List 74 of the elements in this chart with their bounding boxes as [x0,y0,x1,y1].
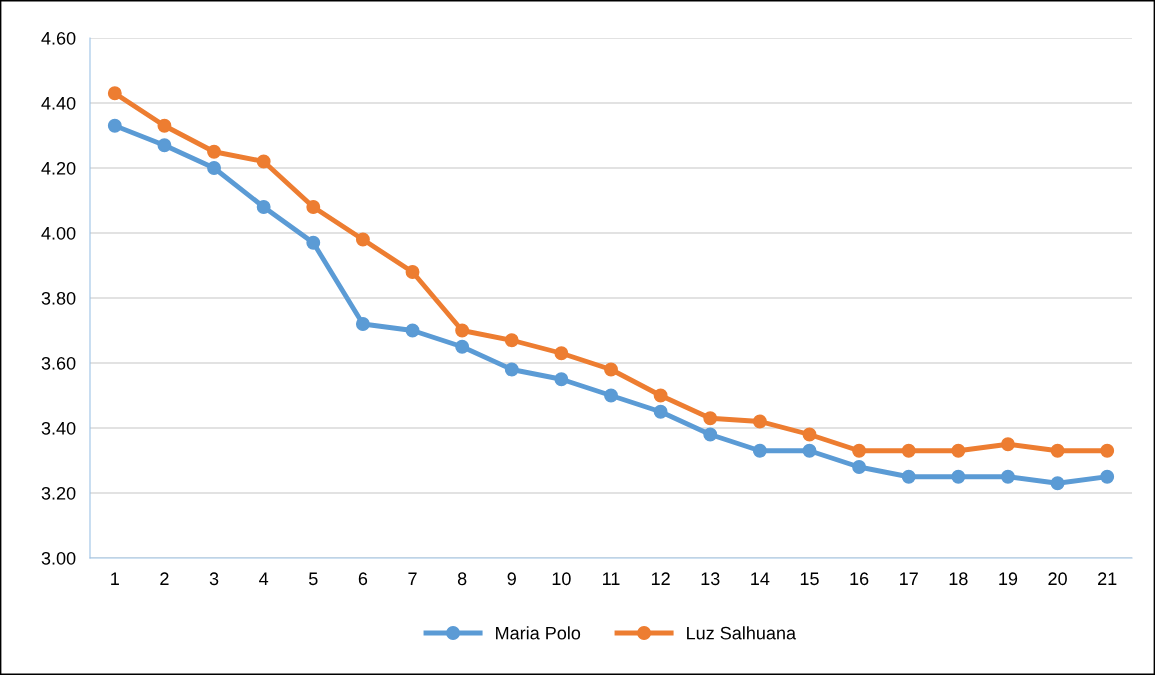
point [405,265,420,279]
x-tick-label: 21 [1098,572,1117,585]
y-tick-label: 3.80 [41,291,76,305]
point [355,232,370,247]
x-tick-label: 10 [552,572,571,586]
point [405,323,420,338]
legend-label: Luz Salhuana [687,626,797,640]
point [157,138,172,153]
point [703,411,718,426]
x-tick-label: 16 [850,572,869,586]
x-tick-label: 15 [800,572,819,586]
x-tick-label: 2 [160,572,169,585]
point [703,427,718,442]
point [455,323,470,338]
y-tick-label: 3.60 [41,356,76,370]
point [504,333,519,348]
x-tick-label: 7 [408,572,417,585]
y-tick-label: 4.40 [41,96,76,110]
y-tick-label: 3.40 [41,421,76,435]
point [157,118,172,133]
point [752,414,767,429]
point [207,161,221,175]
y-tick-label: 4.20 [41,161,76,175]
point [752,443,767,458]
point [653,388,668,403]
x-tick-label: 4 [259,572,269,585]
point [1050,476,1065,491]
point [604,362,618,377]
point [852,460,867,474]
point [852,443,867,458]
point [554,372,569,387]
y-tick-label: 4.60 [41,31,76,45]
x-tick-label: 8 [457,572,467,586]
point [951,469,966,484]
point [802,427,817,442]
point [1001,437,1015,452]
x-tick-label: 11 [603,572,620,585]
x-tick-label: 12 [651,572,670,585]
legend-label: Maria Polo [496,626,581,640]
x-tick-label: 17 [900,572,918,585]
x-tick-label: 18 [949,572,968,586]
x-tick-label: 1 [111,572,119,585]
point [901,443,916,458]
point [1100,443,1115,458]
point [107,86,122,101]
point [355,317,370,331]
x-tick-label: 3 [209,572,219,586]
x-tick-label: 13 [701,572,720,586]
point [901,469,916,484]
x-tick-label: 20 [1048,572,1067,586]
y-tick-label: 4.00 [41,226,76,240]
point [107,118,122,133]
point [256,200,271,214]
point [604,388,618,403]
point [455,339,470,354]
point [306,200,321,214]
point [207,144,221,159]
point [653,404,668,419]
x-tick-label: 6 [358,572,368,586]
point [1100,469,1115,484]
point [1050,443,1065,458]
point [256,154,271,169]
y-tick-label: 3.00 [41,551,76,565]
point [1001,469,1015,484]
point [951,443,966,458]
x-tick-label: 5 [308,572,318,586]
point [802,443,817,458]
point [306,235,321,250]
x-tick-label: 9 [507,572,516,586]
y-tick-label: 3.20 [41,486,76,500]
point [554,346,569,361]
x-tick-label: 19 [999,572,1018,586]
x-tick-label: 14 [751,572,770,585]
point [504,362,519,377]
